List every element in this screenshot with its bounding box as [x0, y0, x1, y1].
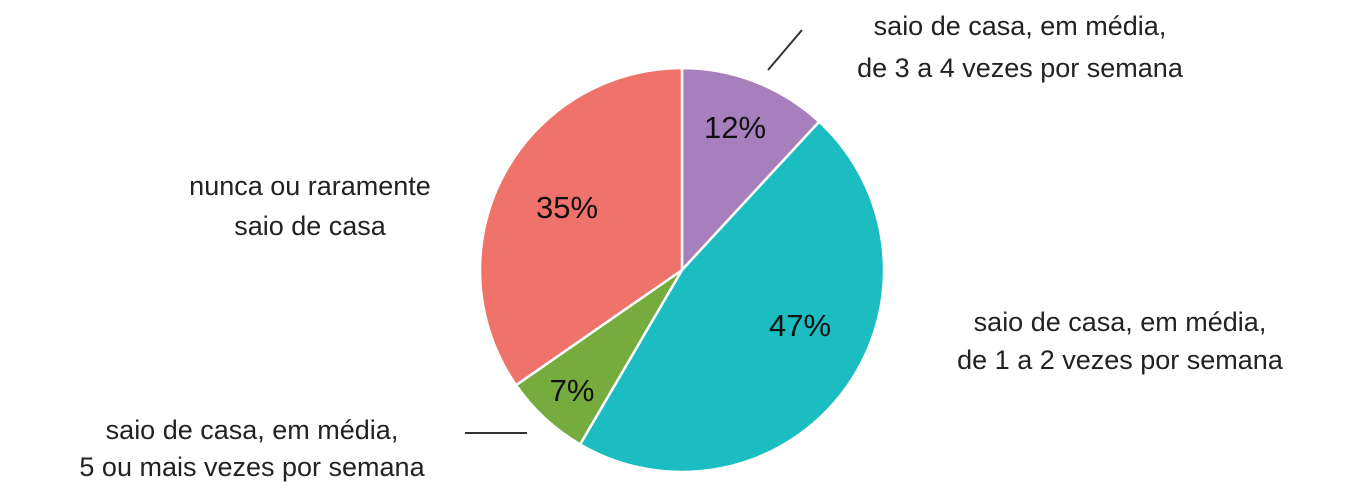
- category-label: saio de casa: [234, 211, 387, 241]
- value-label: 47%: [769, 308, 831, 343]
- category-label: 5 ou mais vezes por semana: [79, 452, 425, 482]
- category-label: nunca ou raramente: [189, 171, 431, 201]
- category-label: saio de casa, em média,: [974, 307, 1267, 337]
- value-label: 7%: [550, 373, 595, 408]
- category-label: de 1 a 2 vezes por semana: [957, 345, 1284, 375]
- category-label: saio de casa, em média,: [106, 415, 399, 445]
- pie-slice: [680, 66, 821, 274]
- pie-slice: [578, 119, 886, 474]
- category-label: saio de casa, em média,: [874, 11, 1167, 41]
- pie-slice: [478, 66, 684, 387]
- value-label: 35%: [536, 190, 598, 225]
- category-label: de 3 a 4 vezes por semana: [857, 53, 1184, 83]
- value-label: 12%: [704, 110, 766, 145]
- leader-line: [767, 29, 803, 71]
